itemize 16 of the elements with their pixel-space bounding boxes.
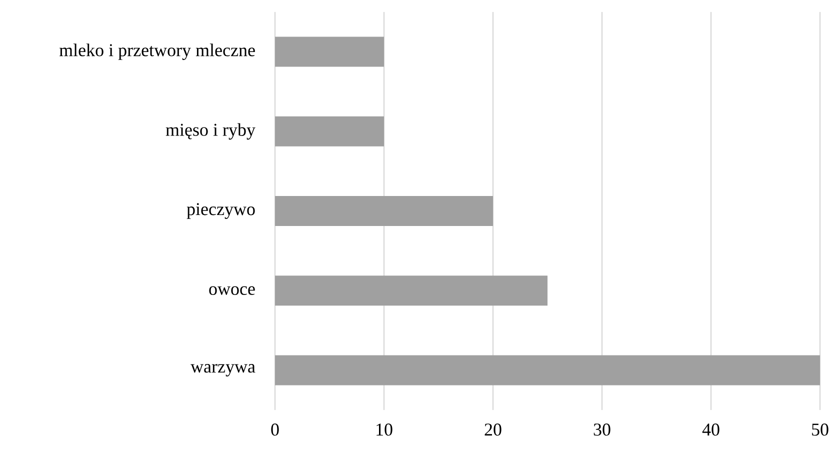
x-tick-label: 20 [484, 424, 502, 436]
x-tick-label: 50 [812, 424, 828, 436]
x-tick-label: 30 [594, 424, 610, 436]
y-tick-label: mięso i ryby [166, 123, 256, 140]
x-tick-label: 40 [702, 424, 720, 436]
y-tick-label: warzywa [190, 364, 256, 376]
y-tick-label: mleko i przetwory mleczne [59, 44, 255, 60]
bar [275, 36, 384, 67]
bar [275, 116, 384, 146]
x-tick-label: 10 [376, 424, 392, 436]
bar [275, 196, 494, 226]
x-tick-label: 0 [271, 424, 279, 436]
y-tick-label: pieczywo [186, 203, 255, 219]
bar [275, 276, 548, 306]
bar [275, 355, 820, 386]
y-tick-label: owoce [209, 286, 255, 295]
